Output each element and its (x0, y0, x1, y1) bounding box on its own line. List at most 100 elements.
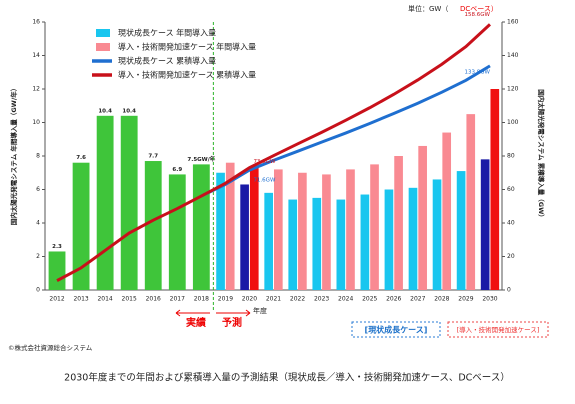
case1-label: [現状成長ケース] (365, 325, 428, 335)
x-tick-label: 2013 (73, 296, 88, 303)
x-tick-label: 2021 (266, 296, 281, 303)
bar (48, 251, 66, 290)
bar (144, 161, 162, 290)
bar-label: 7.7 (148, 154, 158, 160)
bar (120, 115, 138, 290)
bar (168, 174, 186, 290)
x-tick-label: 2028 (434, 296, 449, 303)
bar (274, 169, 283, 290)
x-tick-label: 2014 (97, 296, 112, 303)
y-tick-label: 14 (32, 52, 40, 59)
x-tick-label: 2023 (314, 296, 329, 303)
legend-label: 導入・技術開発加速ケース 年間導入量 (118, 42, 256, 52)
legend-swatch (96, 29, 110, 37)
bar (370, 164, 379, 290)
line (200, 64, 491, 198)
x-tick-label: 2020 (242, 296, 257, 303)
y-tick-label: 12 (32, 86, 40, 93)
actual-label: 実績 (186, 316, 206, 329)
y2-tick-label: 100 (507, 119, 519, 126)
x-tick-label: 2015 (122, 296, 137, 303)
x-tick-label: 2024 (338, 296, 353, 303)
case2-box (447, 321, 549, 338)
forecast-label: 予測 (222, 316, 242, 329)
line-label: 71.6GW (253, 178, 276, 184)
y2-tick-label: 160 (507, 19, 519, 26)
y2-tick-label: 0 (507, 287, 511, 294)
legend-label: 現状成長ケース 年間導入量 (118, 28, 216, 38)
bar-label: 10.4 (98, 108, 112, 114)
x-tick-label: 2018 (194, 296, 209, 303)
bar-label: 2.3 (52, 244, 62, 250)
x-tick-label: 2030 (482, 296, 497, 303)
y2-tick-label: 80 (507, 153, 515, 160)
y2-axis-label: 国内太陽光発電システム 累積導入量（GW） (537, 89, 546, 221)
bar (360, 194, 370, 290)
bar (322, 174, 331, 290)
legend-label: 導入・技術開発加速ケース 累積導入量 (118, 70, 256, 80)
bar (96, 115, 114, 290)
bar (225, 162, 235, 290)
bar (72, 162, 90, 290)
x-axis-label: 年度 (253, 306, 267, 315)
bar (298, 172, 307, 290)
y2-tick-label: 140 (507, 52, 519, 59)
credit: ©株式会社資源総合システム (8, 343, 93, 352)
bar (216, 172, 225, 290)
line (56, 23, 491, 282)
bar (288, 199, 298, 290)
bar (384, 189, 394, 290)
bar (312, 197, 322, 290)
bar-label: 6.9 (172, 167, 182, 173)
x-tick-label: 2019 (218, 296, 233, 303)
bar (466, 114, 476, 290)
x-tick-label: 2026 (386, 296, 401, 303)
unit-label-highlight: DCベース） (460, 5, 498, 13)
bar (249, 167, 259, 290)
bar (442, 132, 452, 290)
bar (490, 89, 500, 290)
y-tick-label: 2 (36, 253, 40, 260)
bar (408, 187, 418, 290)
bar (192, 164, 210, 290)
bar (346, 169, 355, 290)
x-tick-label: 2022 (290, 296, 305, 303)
line-label: 158.6GW (465, 12, 491, 18)
x-tick-label: 2012 (49, 296, 64, 303)
y-tick-label: 4 (36, 220, 40, 227)
line-label: 73.0GW (253, 159, 276, 165)
y-tick-label: 0 (36, 287, 40, 294)
bar-label: 7.6 (76, 155, 86, 161)
arrows (175, 309, 251, 317)
caption: 2030年度までの年間および累積導入量の予測結果（現状成長／導入・技術開発加速ケ… (64, 372, 510, 384)
bar (394, 156, 403, 290)
x-tick-label: 2025 (362, 296, 377, 303)
y-tick-label: 10 (32, 119, 40, 126)
bar (432, 179, 442, 290)
x-tick-label: 2029 (458, 296, 473, 303)
y2-tick-label: 120 (507, 86, 519, 93)
bar (240, 184, 249, 290)
y2-tick-label: 20 (507, 253, 515, 260)
line-label: 133.8GW (465, 69, 491, 75)
bar-label: 10.4 (122, 108, 136, 114)
legend-label: 現状成長ケース 累積導入量 (118, 56, 216, 66)
y-tick-label: 8 (36, 153, 40, 160)
y2-tick-label: 40 (507, 220, 515, 227)
x-tick-label: 2016 (146, 296, 161, 303)
bar (336, 199, 346, 290)
bar (456, 171, 466, 290)
y-tick-label: 6 (36, 186, 40, 193)
y2-tick-label: 60 (507, 186, 515, 193)
case1-box (351, 321, 441, 338)
x-tick-label: 2017 (170, 296, 185, 303)
bar (480, 159, 490, 290)
bar-label: 7.5GW/年 (187, 155, 215, 163)
case2-label: [導入・技術開発加速ケース] (457, 325, 540, 334)
bar (418, 145, 427, 290)
y-axis-label: 国内太陽光発電システム 年間導入量（GW/年） (9, 85, 18, 225)
x-tick-label: 2027 (410, 296, 425, 303)
legend-swatch (96, 43, 110, 51)
unit-label: 単位：GW（ (408, 4, 448, 13)
